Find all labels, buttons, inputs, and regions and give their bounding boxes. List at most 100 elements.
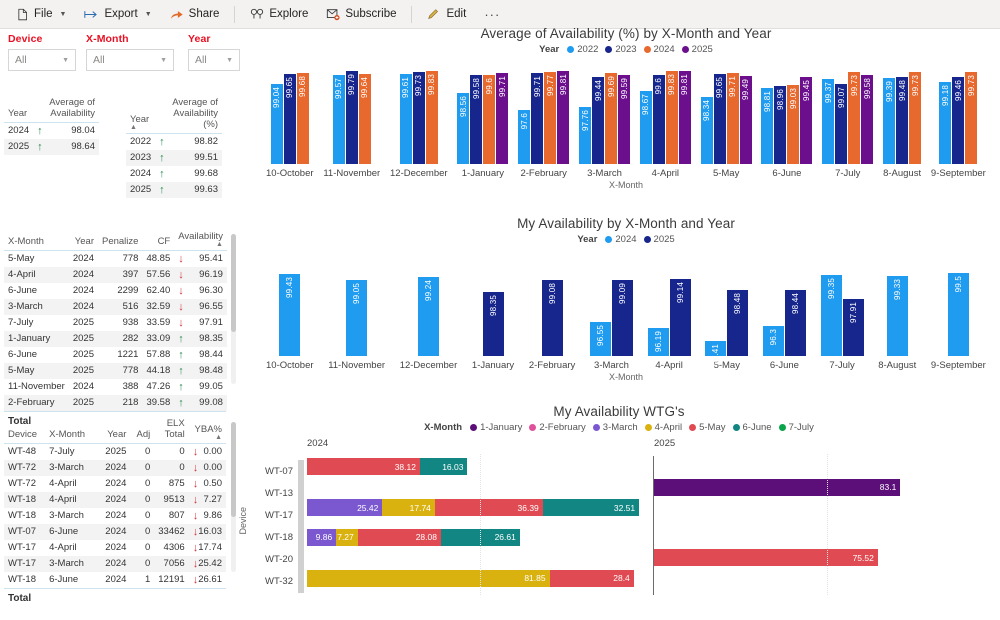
chart-bar[interactable]: 99.73 <box>412 72 425 164</box>
chart-bar[interactable]: 99.33 <box>886 275 908 356</box>
table-device-yba[interactable]: Device X-Month Year Adj ELX Total YBA% ▲… <box>4 417 226 604</box>
chart-bar[interactable]: 98.48 <box>727 289 749 356</box>
chart-bar[interactable]: 99.18 <box>939 81 952 164</box>
legend-item-4-april[interactable]: 4-April <box>644 422 682 433</box>
table-row[interactable]: 2025 ↑ 99.63 <box>126 182 222 198</box>
chart3-bar-segment[interactable]: 38.12 <box>307 458 420 476</box>
chart3-bar-segment[interactable]: 75.52 <box>654 549 878 567</box>
chart-bar[interactable]: 99.43 <box>279 273 301 356</box>
legend-item-1-january[interactable]: 1-January <box>470 422 522 433</box>
chart-bar[interactable]: 97.91 <box>842 299 864 356</box>
chart-bar[interactable]: 99.14 <box>669 278 691 356</box>
chart-bar[interactable]: 98.67 <box>639 90 652 164</box>
explore-button[interactable]: Explore <box>242 4 316 25</box>
chart3-bar-segment[interactable]: 9.86 <box>307 528 337 546</box>
table-row[interactable]: 4-April 2024 397 57.56 ↓ 96.19 <box>4 267 227 283</box>
chart-bar[interactable]: 99.61 <box>399 74 412 164</box>
chart-bar[interactable]: 99.09 <box>611 279 633 356</box>
chart-bar[interactable]: 99.44 <box>592 77 605 164</box>
chart-my-availability-wtgs[interactable]: My Availability WTG's X-Month 1-January … <box>238 404 1000 620</box>
chart-bar[interactable]: 99.08 <box>541 279 563 356</box>
chart-bar[interactable]: 99.81 <box>678 70 691 164</box>
chart-bar[interactable]: 99.79 <box>345 71 358 164</box>
table-row[interactable]: 2024 ↑ 98.04 <box>4 123 99 140</box>
chart-bar[interactable]: 99.77 <box>544 71 557 164</box>
chart-bar[interactable]: 99.73 <box>909 72 922 164</box>
table-avg-availability[interactable]: Year Average of Availability 2024 ↑ 98.04 2… <box>4 96 99 155</box>
table-row[interactable]: 2025 ↑ 98.64 <box>4 139 99 155</box>
table-avg-availability-pct[interactable]: Year ▲ Average of Availability (%) 2022 ↑… <box>126 96 222 198</box>
table-row[interactable]: 3-March 2024 516 32.59 ↓ 96.55 <box>4 299 227 315</box>
slicer-year-dropdown[interactable]: All ▼ <box>188 49 240 71</box>
chart-bar[interactable]: 99.45 <box>800 77 813 164</box>
yba-scrollbar-thumb[interactable] <box>231 422 236 517</box>
chart3-category-label[interactable]: WT-17 <box>265 509 293 521</box>
table-row[interactable]: 7-July 2025 938 33.59 ↓ 97.91 <box>4 315 227 331</box>
chart-bar[interactable]: 96.3 <box>762 326 784 356</box>
chart-bar[interactable]: 99.37 <box>822 78 835 164</box>
chart-bar[interactable]: 99.64 <box>358 73 371 164</box>
chart-my-availability[interactable]: My Availability by X-Month and Year Year… <box>252 216 1000 401</box>
chart-bar[interactable]: 99.58 <box>470 74 483 164</box>
chart-bar[interactable]: 97.6 <box>518 109 531 164</box>
export-menu-button[interactable]: Export ▼ <box>76 4 159 25</box>
legend-item-2-february[interactable]: 2-February <box>529 422 586 433</box>
chart-bar[interactable]: 99.07 <box>835 83 848 164</box>
slicer-device-dropdown[interactable]: All ▼ <box>8 49 76 71</box>
legend-item-7-july[interactable]: 7-July <box>778 422 814 433</box>
chart3-category-label[interactable]: WT-13 <box>265 487 293 499</box>
chart3-bar-segment[interactable]: 17.74 <box>382 499 435 517</box>
chart-bar[interactable]: 99.49 <box>739 76 752 164</box>
chart-bar[interactable]: 99.46 <box>952 76 965 164</box>
chart-bar[interactable]: 98.81 <box>761 88 774 164</box>
legend-item-2023[interactable]: 2023 <box>605 44 637 55</box>
chart-bar[interactable]: 98.44 <box>784 290 806 356</box>
chart3-category-label[interactable]: WT-07 <box>265 465 293 477</box>
chart-bar[interactable]: 98.56 <box>457 92 470 164</box>
chart-bar[interactable]: 99.5 <box>947 272 969 356</box>
chart3-bar-segment[interactable]: 83.1 <box>654 478 901 496</box>
chart-bar[interactable]: 98.35 <box>482 291 504 356</box>
legend-item-3-march[interactable]: 3-March <box>592 422 638 433</box>
table-row[interactable]: 2-February 2025 218 39.58 ↑ 99.08 <box>4 395 227 411</box>
table-row[interactable]: WT-18 4-April 2024 0 9513 ↓ 7.27 <box>4 492 226 508</box>
table-row[interactable]: WT-07 6-June 2024 0 33462 ↓ 16.03 <box>4 524 226 540</box>
chart-bar[interactable]: 99.65 <box>713 73 726 164</box>
chart-bar[interactable]: 99.71 <box>726 72 739 164</box>
table-row[interactable]: WT-17 4-April 2024 0 4306 ↓ 17.74 <box>4 540 226 556</box>
chart-bar[interactable]: 99.6 <box>652 74 665 164</box>
chart-bar[interactable]: 99.39 <box>883 78 896 164</box>
chart-bar[interactable]: 98.34 <box>700 96 713 164</box>
chart-bar[interactable]: 95.41 <box>705 340 727 365</box>
chart-bar[interactable]: 99.65 <box>283 73 296 164</box>
table-row[interactable]: 6-June 2024 2299 62.40 ↓ 96.30 <box>4 283 227 299</box>
chart-bar[interactable]: 99.71 <box>531 72 544 164</box>
legend-item-2022[interactable]: 2022 <box>567 44 598 55</box>
table-row[interactable]: 5-May 2025 778 44.18 ↑ 98.48 <box>4 363 227 379</box>
chart3-bar-segment[interactable]: 36.39 <box>434 499 543 517</box>
legend-item-5-may[interactable]: 5-May <box>689 422 726 433</box>
penalize-scrollbar-track[interactable] <box>231 234 236 384</box>
chart-bar[interactable]: 99.69 <box>605 72 618 164</box>
table-row[interactable]: 6-June 2025 1221 57.88 ↑ 98.44 <box>4 347 227 363</box>
chart3-category-label[interactable]: WT-20 <box>265 554 293 566</box>
chart-bar[interactable]: 99.48 <box>896 76 909 164</box>
chart-bar[interactable]: 98.96 <box>774 85 787 164</box>
chart3-scrollbar[interactable] <box>298 460 304 593</box>
table-row[interactable]: 2023 ↑ 99.51 <box>126 150 222 166</box>
chart-bar[interactable]: 99.71 <box>496 72 509 164</box>
share-button[interactable]: Share <box>162 4 228 25</box>
chart-avg-availability[interactable]: Average of Availability (%) by X-Month a… <box>252 26 1000 206</box>
table-row[interactable]: WT-17 3-March 2024 0 7056 ↓ 25.42 <box>4 556 226 572</box>
table-row[interactable]: 2024 ↑ 99.68 <box>126 166 222 182</box>
chart3-bar-segment[interactable]: 25.42 <box>307 499 383 517</box>
chart-bar[interactable]: 99.6 <box>483 74 496 164</box>
chart3-bar-segment[interactable]: 81.85 <box>307 569 550 587</box>
slicer-xmonth-dropdown[interactable]: All ▼ <box>86 49 174 71</box>
chart-bar[interactable]: 99.24 <box>417 277 439 356</box>
file-menu-button[interactable]: File ▼ <box>8 4 74 25</box>
chart-bar[interactable]: 99.04 <box>270 84 283 164</box>
chart3-bar-segment[interactable]: 32.51 <box>542 499 640 517</box>
table-row[interactable]: 2022 ↑ 98.82 <box>126 134 222 151</box>
table-penalize-cf-availability[interactable]: X-Month Year Penalize CF Availability ▲ … <box>4 230 227 427</box>
